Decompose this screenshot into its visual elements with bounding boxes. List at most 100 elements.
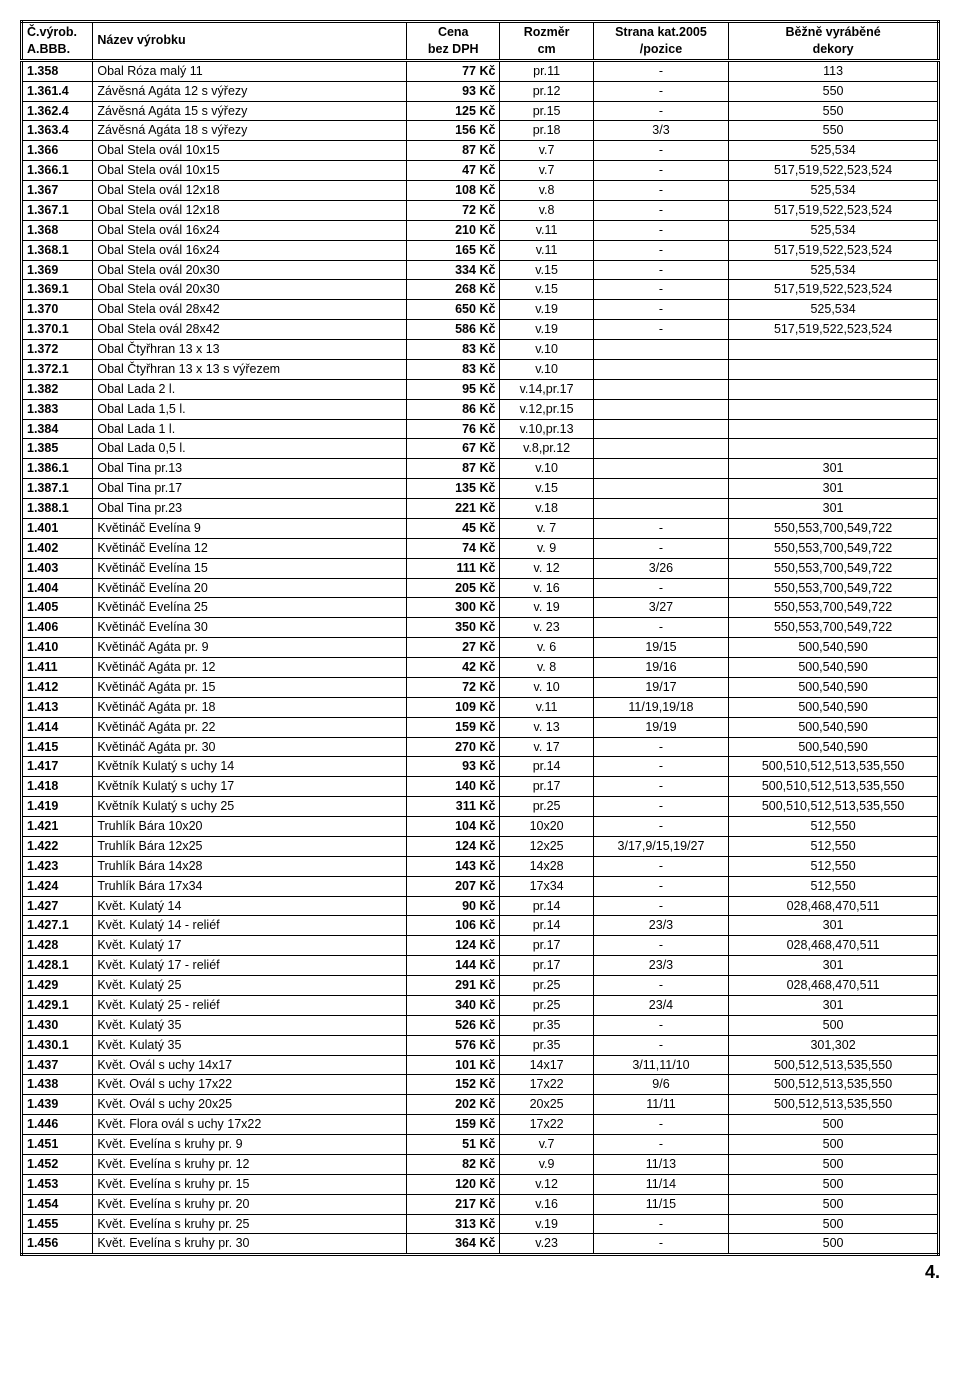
table-row: 1.422Truhlík Bára 12x25124 Kč12x253/17,9… [22,836,939,856]
cell-price: 72 Kč [407,677,500,697]
cell-name: Květináč Evelína 9 [93,518,407,538]
cell-page: - [593,240,728,260]
cell-size: 17x34 [500,876,593,896]
cell-price: 87 Kč [407,141,500,161]
cell-name: Obal Čtyřhran 13 x 13 [93,340,407,360]
page-number: 4. [20,1256,940,1283]
header-name: Název výrobku [93,22,407,61]
cell-size: v.7 [500,141,593,161]
table-row: 1.423Truhlík Bára 14x28143 Kč14x28-512,5… [22,856,939,876]
cell-page: 19/19 [593,717,728,737]
cell-code: 1.384 [22,419,93,439]
table-body: 1.358Obal Róza malý 1177 Kčpr.11-1131.36… [22,60,939,1255]
cell-price: 268 Kč [407,280,500,300]
table-row: 1.451Květ. Evelína s kruhy pr. 951 Kčv.7… [22,1135,939,1155]
cell-size: v. 10 [500,677,593,697]
table-row: 1.362.4Závěsná Agáta 15 s výřezy125 Kčpr… [22,101,939,121]
header-page-line2: /pozice [598,41,724,58]
cell-decor: 500,510,512,513,535,550 [729,757,939,777]
cell-code: 1.368.1 [22,240,93,260]
cell-page: - [593,976,728,996]
cell-code: 1.358 [22,60,93,81]
table-row: 1.410Květináč Agáta pr. 927 Kčv. 619/155… [22,638,939,658]
cell-code: 1.388.1 [22,499,93,519]
cell-name: Obal Stela ovál 28x42 [93,300,407,320]
table-row: 1.369.1Obal Stela ovál 20x30268 Kčv.15-5… [22,280,939,300]
cell-decor: 550,553,700,549,722 [729,578,939,598]
cell-size: v.10 [500,459,593,479]
cell-price: 93 Kč [407,81,500,101]
cell-name: Obal Stela ovál 28x42 [93,320,407,340]
cell-decor: 517,519,522,523,524 [729,280,939,300]
table-row: 1.367Obal Stela ovál 12x18108 Kčv.8-525,… [22,181,939,201]
cell-decor: 500 [729,1135,939,1155]
cell-page [593,479,728,499]
cell-size: v.7 [500,161,593,181]
cell-size: 20x25 [500,1095,593,1115]
cell-code: 1.366.1 [22,161,93,181]
table-row: 1.386.1Obal Tina pr.1387 Kčv.10301 [22,459,939,479]
table-row: 1.403Květináč Evelína 15111 Kčv. 123/265… [22,558,939,578]
cell-page: - [593,161,728,181]
cell-price: 143 Kč [407,856,500,876]
cell-name: Obal Róza malý 11 [93,60,407,81]
cell-page: - [593,757,728,777]
header-code-line1: Č.výrob. [27,24,88,41]
cell-price: 51 Kč [407,1135,500,1155]
cell-decor: 525,534 [729,181,939,201]
table-row: 1.382Obal Lada 2 l.95 Kčv.14,pr.17 [22,379,939,399]
header-page-line1: Strana kat.2005 [598,24,724,41]
cell-size: v.23 [500,1234,593,1255]
cell-page: - [593,538,728,558]
cell-decor: 500 [729,1194,939,1214]
cell-code: 1.427 [22,896,93,916]
table-row: 1.388.1Obal Tina pr.23221 Kčv.18301 [22,499,939,519]
table-row: 1.367.1Obal Stela ovál 12x1872 Kčv.8-517… [22,200,939,220]
table-row: 1.412Květináč Agáta pr. 1572 Kčv. 1019/1… [22,677,939,697]
cell-price: 159 Kč [407,717,500,737]
cell-name: Květ. Kulatý 17 - reliéf [93,956,407,976]
cell-size: v. 8 [500,658,593,678]
cell-name: Obal Čtyřhran 13 x 13 s výřezem [93,359,407,379]
table-row: 1.453Květ. Evelína s kruhy pr. 15120 Kčv… [22,1174,939,1194]
cell-decor: 550,553,700,549,722 [729,538,939,558]
cell-size: v. 23 [500,618,593,638]
cell-code: 1.372.1 [22,359,93,379]
cell-name: Obal Tina pr.23 [93,499,407,519]
cell-page [593,499,728,519]
cell-name: Obal Stela ovál 20x30 [93,280,407,300]
table-row: 1.370.1Obal Stela ovál 28x42586 Kčv.19-5… [22,320,939,340]
cell-decor [729,439,939,459]
table-row: 1.405Květináč Evelína 25300 Kčv. 193/275… [22,598,939,618]
cell-price: 104 Kč [407,817,500,837]
cell-decor: 517,519,522,523,524 [729,161,939,181]
cell-name: Závěsná Agáta 15 s výřezy [93,101,407,121]
cell-size: v.11 [500,220,593,240]
cell-page [593,340,728,360]
cell-size: pr.14 [500,757,593,777]
cell-code: 1.370.1 [22,320,93,340]
cell-code: 1.429.1 [22,995,93,1015]
cell-name: Květináč Agáta pr. 22 [93,717,407,737]
cell-name: Květ. Kulatý 14 - reliéf [93,916,407,936]
cell-code: 1.430.1 [22,1035,93,1055]
cell-name: Obal Lada 1 l. [93,419,407,439]
cell-size: v.14,pr.17 [500,379,593,399]
cell-code: 1.406 [22,618,93,638]
cell-page: - [593,777,728,797]
cell-size: v.11 [500,697,593,717]
cell-size: v.9 [500,1154,593,1174]
cell-code: 1.413 [22,697,93,717]
cell-price: 108 Kč [407,181,500,201]
cell-decor: 500,540,590 [729,677,939,697]
cell-size: pr.11 [500,60,593,81]
cell-name: Truhlík Bára 17x34 [93,876,407,896]
cell-price: 83 Kč [407,340,500,360]
cell-page: - [593,518,728,538]
cell-price: 101 Kč [407,1055,500,1075]
cell-size: v. 6 [500,638,593,658]
table-row: 1.368Obal Stela ovál 16x24210 Kčv.11-525… [22,220,939,240]
cell-price: 526 Kč [407,1015,500,1035]
cell-name: Květ. Evelína s kruhy pr. 12 [93,1154,407,1174]
cell-decor: 500,512,513,535,550 [729,1055,939,1075]
